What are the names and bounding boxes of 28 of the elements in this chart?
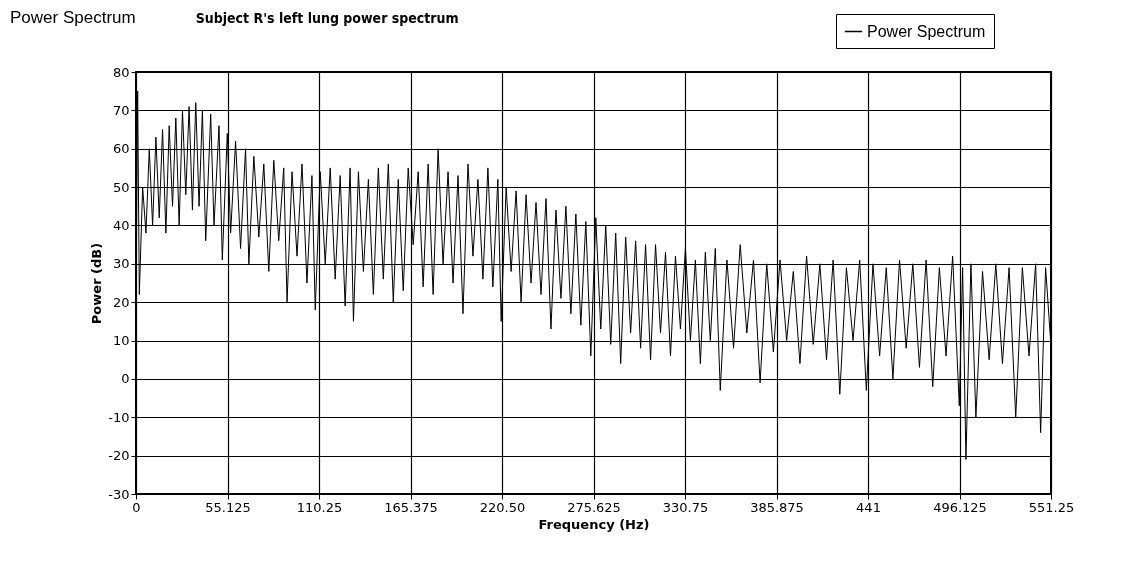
y-tick-label: 10 [112,333,130,349]
y-tick-label: 20 [112,294,130,310]
chart-title: Power Spectrum [10,8,136,28]
y-tick-label: 0 [121,371,130,387]
y-tick-label: 70 [112,102,130,118]
y-tick-label: 40 [112,217,130,233]
y-tick-label: 80 [112,64,130,80]
x-tick-label: 55.125 [205,499,251,515]
x-tick-label: 165.375 [384,499,438,515]
chart-subtitle: Subject R's left lung power spectrum [195,10,459,26]
x-tick-label: 385.875 [750,499,804,515]
x-axis-title: Frequency (Hz) [538,516,650,532]
y-tick-label: -20 [108,448,130,464]
x-tick-label: 551.25 [1028,499,1075,515]
y-tick-label: 30 [112,256,130,272]
x-tick-label: 275.625 [567,499,621,515]
x-tick-label: 0 [132,499,141,515]
x-tick-label: 496.125 [933,499,987,515]
y-tick-label: -10 [108,409,130,425]
x-tick-label: 220.50 [479,499,526,515]
legend-label: Power Spectrum [867,22,986,40]
y-tick-label: 50 [112,179,130,195]
y-axis-title: Power (dB) [89,242,105,325]
x-tick-label: 330.75 [662,499,709,515]
y-tick-label: -30 [108,486,130,502]
x-tick-label: 110.25 [296,499,343,515]
x-tick-label: 441 [856,499,881,515]
y-tick-label: 60 [112,141,130,157]
